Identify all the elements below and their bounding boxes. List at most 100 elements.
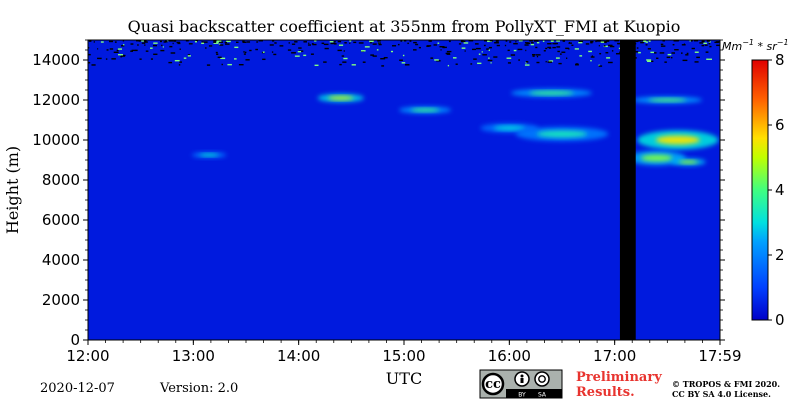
noise-pixel — [585, 43, 590, 45]
noise-pixel — [510, 54, 516, 56]
colorbar-unit-mid: * sr — [754, 40, 778, 53]
noise-pixel — [235, 41, 239, 43]
noise-pixel — [472, 48, 477, 51]
noise-pixel — [349, 42, 351, 44]
noise-pixel — [555, 57, 560, 59]
noise-pixel — [660, 43, 664, 46]
noise-pixel — [598, 64, 601, 67]
noise-pixel — [177, 42, 181, 45]
noise-pixel — [689, 40, 691, 42]
no-data-bar — [619, 40, 636, 340]
noise-pixel — [463, 42, 469, 44]
heatmap-feature — [410, 108, 440, 112]
y-tick-label: 14000 — [32, 51, 80, 69]
noise-pixel — [341, 55, 345, 57]
noise-pixel — [343, 57, 348, 60]
noise-pixel — [543, 50, 546, 52]
noise-pixel — [294, 55, 300, 57]
noise-pixel — [672, 44, 675, 46]
noise-pixel — [436, 60, 441, 62]
noise-pixel — [400, 40, 402, 42]
heatmap-feature — [648, 98, 687, 102]
cc-logo-icon — [481, 372, 505, 396]
noise-pixel — [324, 47, 329, 50]
top-noise-band — [88, 40, 720, 67]
noise-pixel — [88, 40, 92, 42]
noise-pixel — [524, 64, 530, 66]
noise-pixel — [123, 44, 125, 46]
noise-pixel — [111, 58, 116, 60]
noise-pixel — [561, 51, 566, 53]
noise-pixel — [453, 57, 457, 59]
noise-pixel — [321, 42, 325, 44]
noise-pixel — [334, 40, 336, 43]
noise-pixel — [590, 42, 593, 44]
heatmap-feature — [678, 160, 698, 164]
noise-pixel — [437, 42, 440, 44]
noise-pixel — [493, 56, 498, 58]
x-tick-label: 17:59 — [698, 347, 741, 365]
noise-pixel — [558, 62, 562, 65]
noise-pixel — [473, 58, 477, 60]
noise-pixel — [195, 40, 198, 42]
noise-pixel — [97, 48, 99, 50]
noise-pixel — [243, 53, 246, 55]
noise-pixel — [571, 44, 574, 46]
noise-pixel — [464, 50, 466, 52]
noise-pixel — [187, 54, 191, 56]
noise-pixel — [113, 51, 119, 54]
noise-pixel — [163, 41, 166, 43]
noise-pixel — [651, 60, 654, 63]
footer-date: 2020-12-07 — [40, 381, 115, 396]
noise-pixel — [392, 45, 397, 47]
noise-pixel — [682, 59, 688, 62]
noise-pixel — [383, 56, 388, 59]
noise-pixel — [221, 63, 223, 66]
footer-version: Version: 2.0 — [159, 381, 238, 396]
noise-pixel — [403, 40, 407, 42]
noise-pixel — [633, 51, 639, 53]
noise-pixel — [136, 40, 140, 42]
noise-pixel — [694, 61, 699, 63]
noise-pixel — [376, 49, 379, 51]
noise-pixel — [238, 63, 244, 66]
noise-pixel — [219, 44, 224, 46]
noise-pixel — [213, 41, 216, 43]
noise-pixel — [691, 47, 695, 50]
noise-pixel — [114, 41, 117, 43]
noise-pixel — [696, 56, 700, 59]
noise-pixel — [575, 64, 579, 66]
noise-pixel — [303, 54, 307, 57]
noise-pixel — [590, 40, 594, 43]
y-tick-label: 0 — [70, 331, 80, 349]
noise-pixel — [645, 41, 648, 43]
noise-pixel — [608, 44, 613, 47]
noise-pixel — [477, 62, 482, 65]
noise-pixel — [262, 51, 265, 53]
noise-pixel — [242, 41, 247, 43]
noise-pixel — [220, 57, 226, 60]
noise-pixel — [487, 59, 493, 62]
noise-pixel — [109, 48, 114, 50]
colorbar-unit: Mm−1 * sr−1 — [722, 38, 789, 53]
noise-pixel — [530, 42, 534, 44]
noise-pixel — [142, 40, 147, 42]
noise-pixel — [342, 61, 347, 63]
noise-pixel — [213, 40, 217, 42]
noise-pixel — [407, 42, 409, 45]
noise-pixel — [575, 63, 579, 65]
noise-pixel — [705, 51, 709, 53]
noise-pixel — [117, 48, 123, 50]
noise-pixel — [664, 61, 667, 63]
noise-pixel — [545, 47, 548, 50]
noise-pixel — [215, 40, 218, 42]
noise-pixel — [216, 40, 222, 42]
noise-pixel — [648, 48, 651, 50]
noise-pixel — [446, 53, 451, 55]
noise-pixel — [169, 45, 173, 48]
noise-pixel — [298, 47, 302, 49]
noise-pixel — [637, 51, 641, 54]
noise-pixel — [605, 52, 609, 54]
noise-pixel — [88, 47, 90, 49]
colorbar-unit-prefix: Mm — [722, 40, 742, 53]
